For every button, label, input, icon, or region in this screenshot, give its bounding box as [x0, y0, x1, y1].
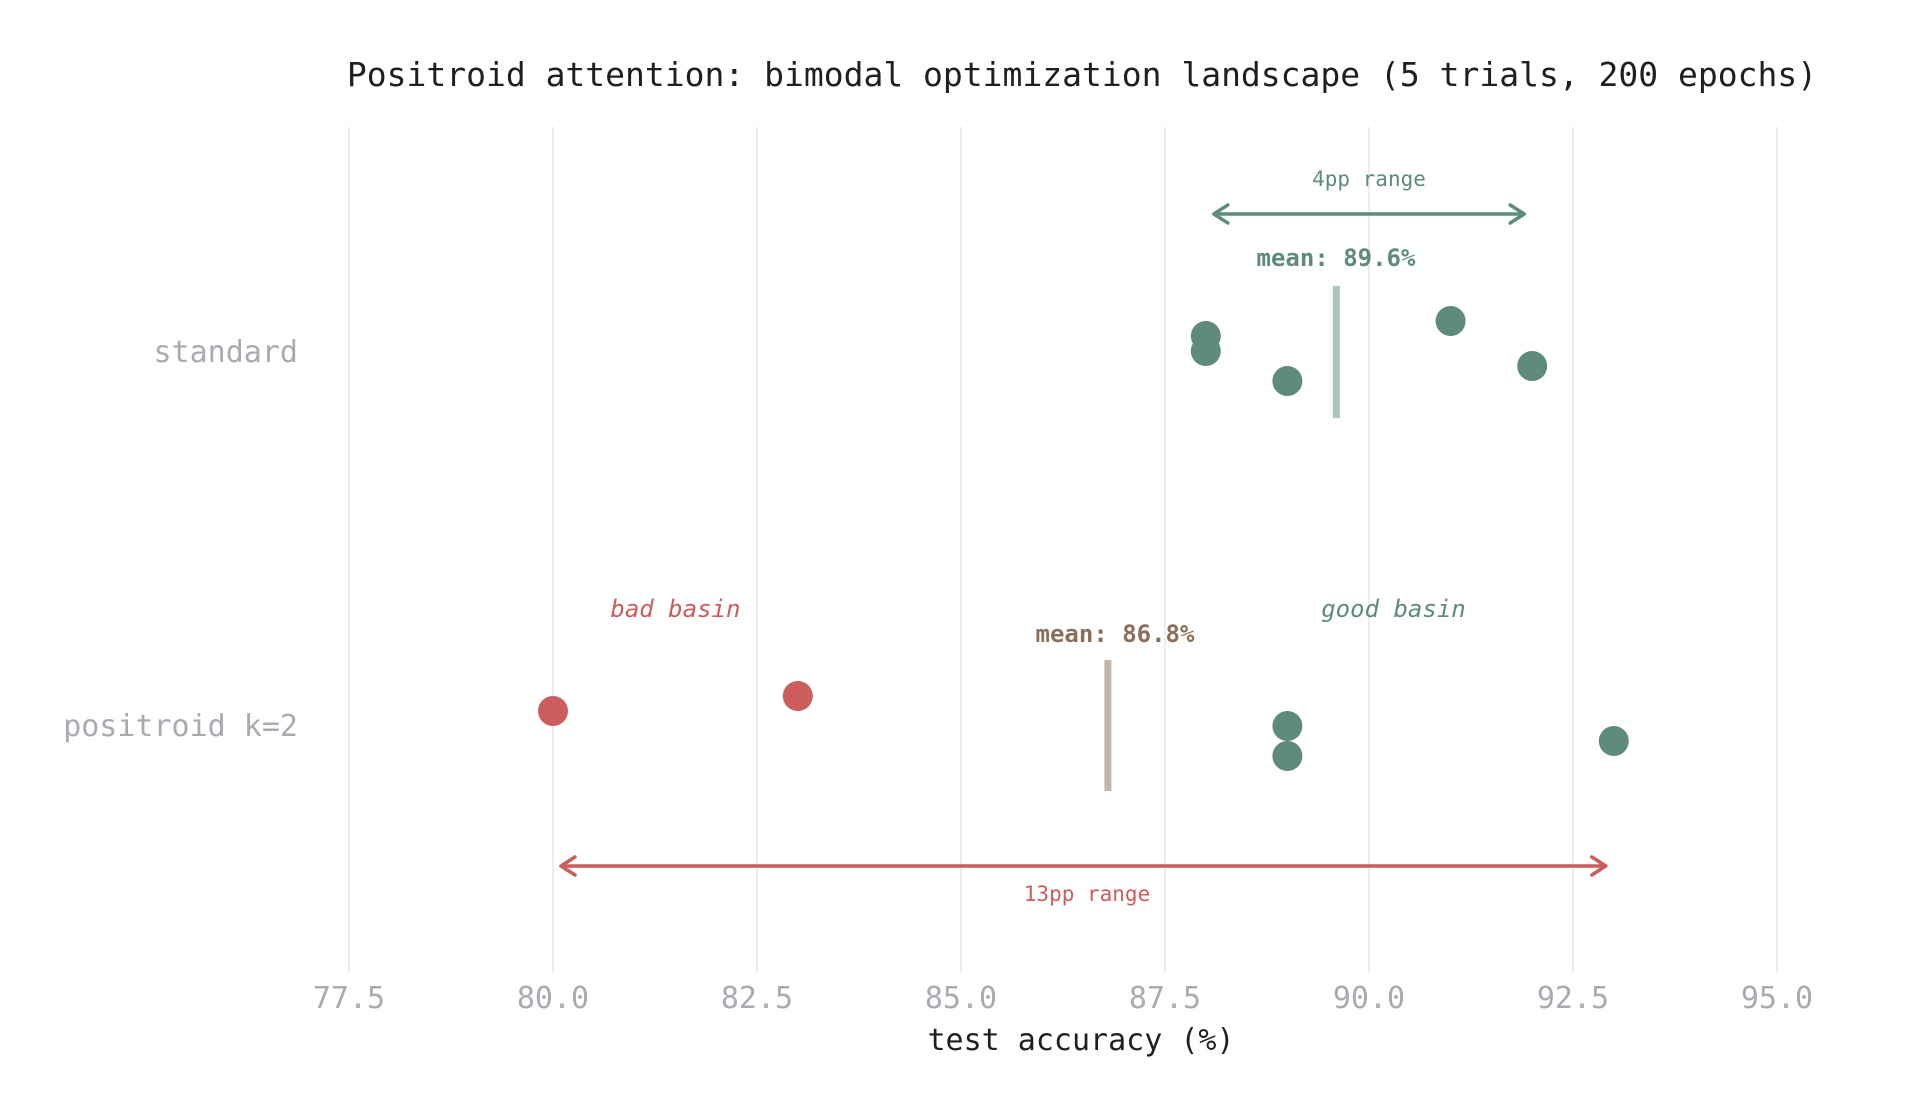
- arrowhead-right-icon: [1508, 203, 1526, 225]
- data-point: [1272, 366, 1303, 396]
- data-point: [1272, 711, 1303, 741]
- x-axis-ticks: 77.5 80.0 82.5 85.0 87.5 90.0 92.5 95.0: [313, 981, 1813, 1016]
- data-point: [1435, 306, 1466, 336]
- data-point: [782, 681, 813, 711]
- good-basin-label: good basin: [1321, 595, 1466, 623]
- data-point: [1517, 351, 1548, 381]
- mean-bar-standard: [1332, 286, 1340, 418]
- data-point: [1598, 726, 1629, 756]
- range-arrow-standard: [1212, 203, 1526, 225]
- x-axis-label: test accuracy (%): [927, 1023, 1234, 1058]
- data-points: [538, 306, 1629, 771]
- mean-bar-positroid: [1104, 660, 1112, 791]
- arrowhead-left-icon: [1212, 203, 1230, 225]
- x-tick-label: 85.0: [925, 981, 997, 1016]
- range-arrow-positroid: [559, 855, 1608, 877]
- arrowhead-right-icon: [1590, 855, 1608, 877]
- range-label-standard: 4pp range: [1312, 167, 1426, 191]
- mean-label-standard: mean: 89.6%: [1257, 244, 1416, 272]
- range-label-positroid: 13pp range: [1024, 882, 1150, 906]
- y-label-positroid: positroid k=2: [63, 709, 298, 744]
- vertical-gridlines: [348, 127, 1778, 973]
- x-tick-label: 90.0: [1333, 981, 1405, 1016]
- arrowhead-left-icon: [559, 855, 577, 877]
- data-point: [1272, 741, 1303, 771]
- x-tick-label: 95.0: [1741, 981, 1813, 1016]
- y-label-standard: standard: [154, 335, 299, 370]
- chart-title: Positroid attention: bimodal optimizatio…: [347, 55, 1817, 94]
- x-tick-label: 77.5: [313, 981, 385, 1016]
- x-tick-label: 80.0: [517, 981, 589, 1016]
- bad-basin-label: bad basin: [610, 595, 740, 623]
- data-point: [538, 696, 568, 726]
- x-tick-label: 82.5: [721, 981, 793, 1016]
- data-point: [1190, 336, 1221, 366]
- mean-label-positroid: mean: 86.8%: [1036, 620, 1195, 648]
- x-tick-label: 87.5: [1129, 981, 1201, 1016]
- x-tick-label: 92.5: [1537, 981, 1609, 1016]
